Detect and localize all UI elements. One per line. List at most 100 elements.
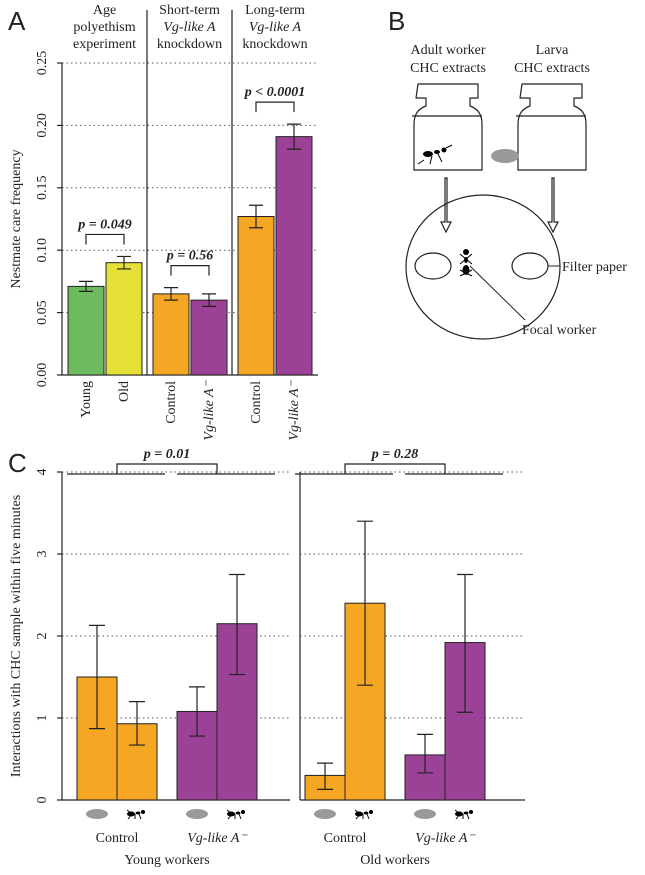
x-tick-label: Vg-like A⁻	[202, 379, 217, 440]
y-tick-label: 4	[35, 469, 50, 476]
ant-part	[235, 811, 241, 815]
x-tick-label: Control	[96, 831, 139, 846]
y-tick-label: 0.15	[35, 176, 50, 201]
error-bar	[357, 520, 373, 686]
y-axis-label: Nestmate care frequency	[9, 149, 24, 288]
y-tick-label: 0.05	[35, 300, 50, 325]
error-bar	[117, 255, 131, 270]
ant-part	[369, 810, 373, 814]
group-title: Vg-like A	[249, 20, 302, 35]
panel-title: Young workers	[124, 853, 209, 868]
group-title: polyethism	[73, 20, 135, 35]
larva-label: Larva	[536, 43, 569, 58]
ant-part	[127, 811, 135, 817]
p-value: p = 0.28	[371, 447, 418, 462]
panel-label: C	[8, 448, 27, 478]
ant-icon	[459, 249, 473, 277]
bar	[190, 299, 228, 376]
p-value: p = 0.049	[77, 217, 131, 232]
bar	[152, 293, 190, 376]
larva-icon	[186, 809, 208, 819]
ant-legs	[354, 809, 370, 820]
error-bar	[202, 293, 216, 307]
adult-label: CHC extracts	[410, 61, 486, 76]
x-tick-label: Vg-like A⁻	[415, 831, 476, 846]
dish	[405, 194, 561, 340]
ant-part	[355, 811, 363, 817]
panel-label: A	[8, 6, 26, 36]
group-title: Vg-like A	[163, 20, 216, 35]
p-value: p < 0.0001	[244, 85, 305, 100]
error-bar	[457, 573, 473, 713]
focal-label: Focal worker	[522, 323, 597, 338]
bar	[105, 262, 143, 376]
ant-icon	[126, 809, 145, 820]
ant-part	[469, 810, 473, 814]
bracket	[170, 265, 210, 276]
group-title: knockdown	[242, 37, 307, 52]
larva-icon	[314, 809, 336, 819]
y-tick-label: 0	[35, 797, 50, 804]
x-tick-label: Control	[324, 831, 367, 846]
bracket	[85, 233, 125, 245]
ant-icon	[354, 809, 373, 820]
y-tick-label: 0.10	[35, 238, 50, 263]
bracket	[116, 463, 218, 474]
y-tick-label: 0.20	[35, 113, 50, 137]
bracket	[344, 463, 446, 474]
larva-icon	[491, 149, 519, 163]
group-title: Age	[93, 3, 116, 18]
arrow	[547, 177, 559, 234]
vial	[517, 83, 587, 171]
ant-part	[463, 811, 469, 815]
group-title: experiment	[73, 37, 136, 52]
bar	[237, 216, 275, 376]
larva-icon	[86, 809, 108, 819]
vial	[413, 83, 483, 171]
group-title: Short-term	[159, 3, 220, 18]
ant-icon	[226, 809, 245, 820]
x-tick-label: Control	[164, 381, 179, 424]
bar	[275, 136, 313, 376]
x-tick-label: Old	[117, 381, 132, 402]
panel-label: B	[388, 6, 405, 36]
ant-part	[363, 811, 369, 815]
y-axis-label: Interactions with CHC sample within five…	[9, 495, 24, 777]
p-value: p = 0.01	[143, 447, 190, 462]
x-tick-label: Young	[79, 381, 94, 418]
ant-part	[227, 811, 235, 817]
ant-legs	[454, 809, 470, 820]
filter-paper	[511, 252, 549, 280]
larva-icon	[414, 809, 436, 819]
ant-part	[141, 810, 145, 814]
leader-line	[469, 265, 526, 321]
ant-part	[241, 810, 245, 814]
larva-label: CHC extracts	[514, 61, 590, 76]
error-bar	[129, 701, 145, 746]
ant-icon	[454, 809, 473, 820]
error-bar	[287, 123, 301, 150]
ant-icon	[417, 144, 453, 165]
arrow	[440, 177, 452, 234]
ant-part	[135, 811, 141, 815]
adult-label: Adult worker	[410, 43, 485, 58]
error-bar	[229, 573, 245, 676]
ant-legs	[126, 809, 142, 820]
ant-part	[455, 811, 463, 817]
y-tick-label: 0.00	[35, 363, 50, 388]
error-bar	[249, 204, 263, 229]
group-title: knockdown	[157, 37, 222, 52]
y-tick-label: 3	[35, 551, 50, 558]
error-bar	[317, 762, 333, 790]
group-title: Long-term	[245, 3, 305, 18]
y-tick-label: 1	[35, 715, 50, 722]
panel-title: Old workers	[360, 853, 430, 868]
bar	[67, 285, 105, 376]
error-bar	[417, 733, 433, 774]
x-tick-label: Vg-like A⁻	[187, 831, 248, 846]
p-value: p = 0.56	[166, 249, 213, 264]
filter-label: Filter paper	[562, 260, 627, 275]
bracket	[255, 101, 295, 113]
error-bar	[89, 624, 105, 730]
